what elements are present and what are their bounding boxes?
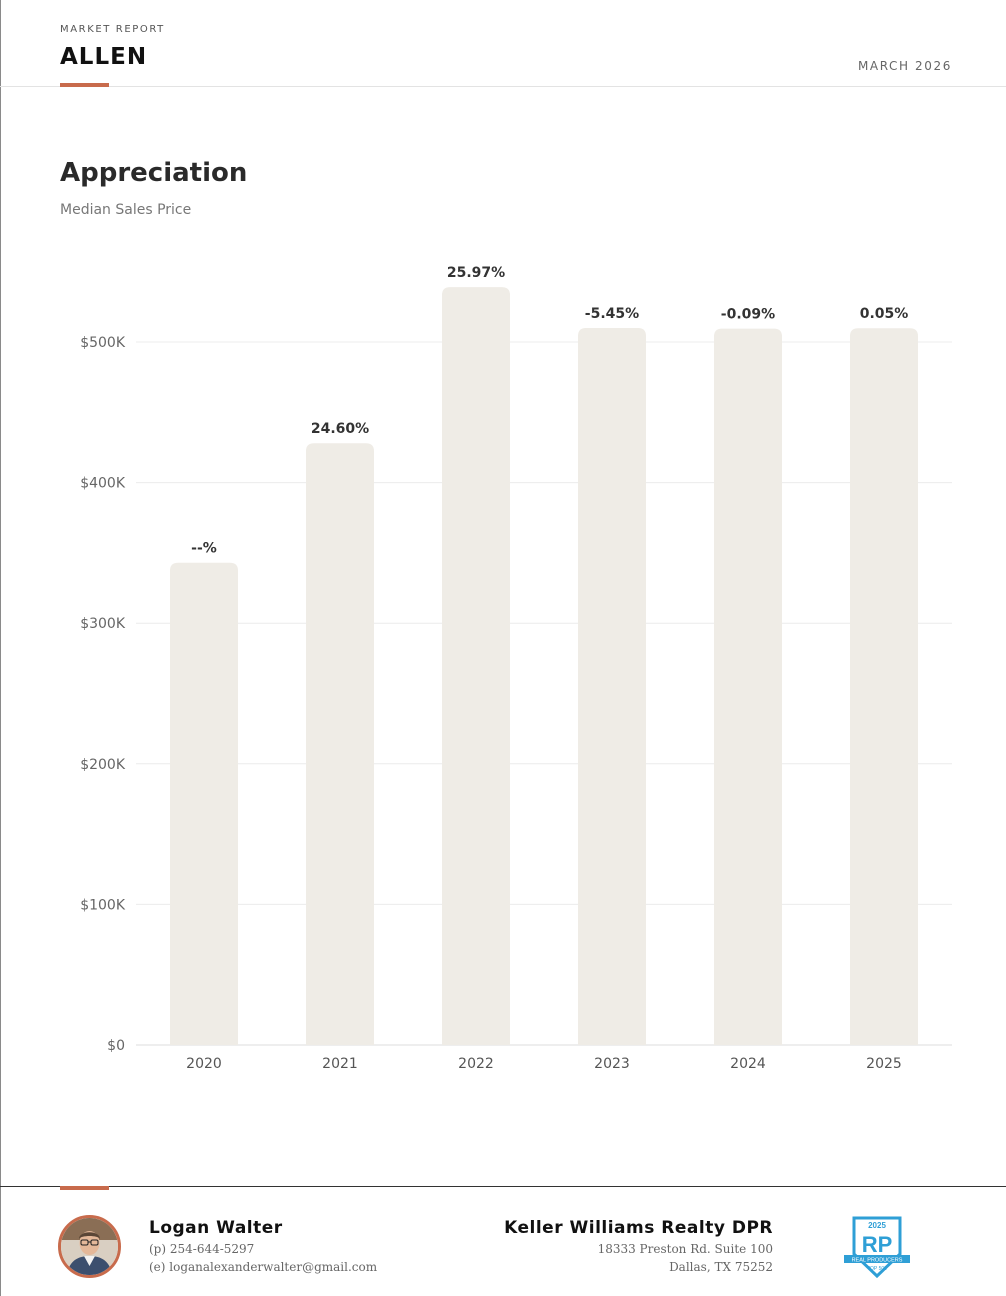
bar-data-label: --%: [191, 541, 217, 557]
report-eyebrow: MARKET REPORT: [60, 24, 165, 35]
badge-year: 2025: [868, 1221, 886, 1230]
bar-data-label: -5.45%: [585, 306, 639, 322]
agent-email: (e) loganalexanderwalter@gmail.com: [149, 1260, 378, 1274]
chart-data-labels: --% 24.60% 25.97% -5.45% -0.09% 0.05%: [191, 265, 908, 557]
bar-2022: [442, 287, 510, 1045]
header-accent-bar: [60, 83, 109, 87]
page-border: [0, 0, 1, 1296]
bar-data-label: 24.60%: [311, 421, 369, 437]
real-producers-badge-icon: 2025 RP REAL PRODUCERS TOP 500: [844, 1216, 910, 1279]
agent-avatar: [58, 1215, 121, 1278]
x-tick-label: 2025: [866, 1056, 902, 1072]
footer-divider: [0, 1186, 1006, 1187]
footer-accent-bar: [60, 1186, 109, 1190]
bar-data-label: 25.97%: [447, 265, 505, 281]
x-tick-label: 2021: [322, 1056, 358, 1072]
bar-2024: [714, 328, 782, 1045]
bar-2021: [306, 443, 374, 1045]
agent-phone: (p) 254-644-5297: [149, 1242, 255, 1256]
x-tick-label: 2024: [730, 1056, 766, 1072]
x-tick-label: 2022: [458, 1056, 494, 1072]
report-city: ALLEN: [60, 44, 148, 70]
section-subtitle: Median Sales Price: [60, 202, 192, 218]
chart-bars: [170, 287, 918, 1045]
median-price-bar-chart: $0 $100K $200K $300K $400K $500K --% 24.60% 25.…: [80, 265, 952, 1072]
bar-2023: [578, 327, 646, 1045]
badge-letters: RP: [862, 1232, 893, 1257]
y-tick-label: $500K: [80, 335, 126, 351]
agent-name: Logan Walter: [149, 1218, 283, 1238]
y-tick-label: $400K: [80, 476, 126, 492]
y-tick-label: $300K: [80, 616, 126, 632]
brokerage-address-line-1: 18333 Preston Rd. Suite 100: [597, 1242, 773, 1256]
y-tick-label: $0: [107, 1038, 125, 1054]
brokerage-address-line-2: Dallas, TX 75252: [669, 1260, 773, 1274]
x-axis: 2020 2021 2022 2023 2024 2025: [186, 1056, 902, 1072]
badge-rank: TOP 500: [867, 1266, 887, 1272]
avatar-portrait-icon: [61, 1218, 118, 1275]
section-title: Appreciation: [60, 158, 248, 188]
chart-grid: [136, 341, 952, 1046]
x-tick-label: 2020: [186, 1056, 222, 1072]
y-tick-label: $100K: [80, 897, 126, 913]
report-header: MARKET REPORT ALLEN MARCH 2026: [0, 0, 1006, 87]
report-date: MARCH 2026: [857, 59, 952, 73]
x-tick-label: 2023: [594, 1056, 630, 1072]
bar-2025: [850, 328, 918, 1045]
y-tick-label: $200K: [80, 757, 126, 773]
bar-data-label: 0.05%: [860, 306, 909, 322]
bar-data-label: -0.09%: [721, 307, 775, 323]
y-axis: $0 $100K $200K $300K $400K $500K: [80, 335, 126, 1054]
brokerage-name: Keller Williams Realty DPR: [504, 1218, 773, 1238]
badge-ribbon: REAL PRODUCERS: [852, 1258, 903, 1264]
bar-2020: [170, 562, 238, 1045]
